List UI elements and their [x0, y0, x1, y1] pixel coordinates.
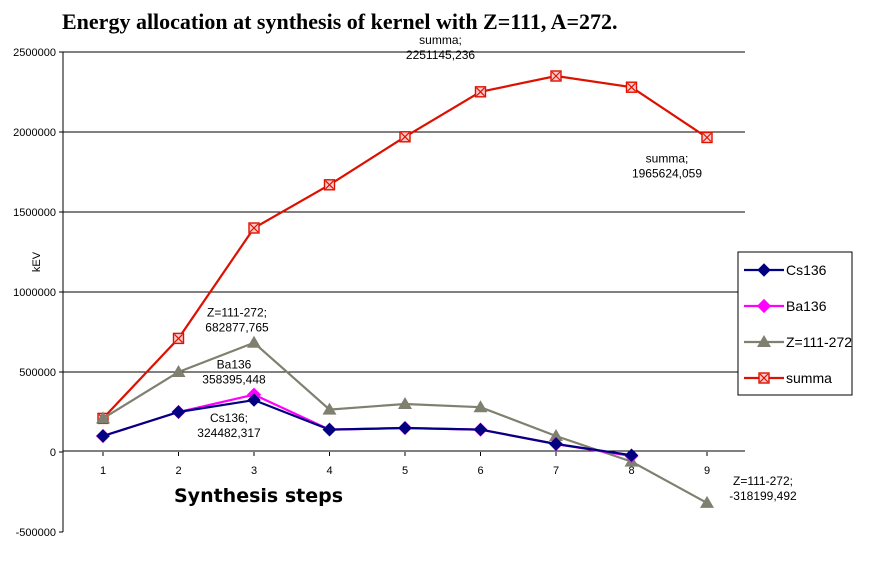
x-tick-label: 3 [251, 465, 257, 477]
legend-item-ba136: Ba136 [744, 298, 827, 314]
data-point-summa [172, 332, 185, 345]
series-line-cs136 [102, 398, 632, 457]
legend-marker-z-111-272 [757, 335, 771, 347]
data-point-z-111-272 [549, 429, 563, 441]
data-point-z-111-272 [322, 402, 337, 415]
y-tick-label: 1000000 [13, 287, 56, 299]
legend-item-z-111-272: Z=111-272 [744, 334, 852, 350]
x-tick-label: 8 [628, 465, 634, 477]
legend-label-ba136: Ba136 [786, 298, 827, 314]
data-point-summa [550, 70, 562, 82]
legend-label-cs136: Cs136 [786, 262, 827, 278]
x-tick-labels: 1 2 3 4 5 6 7 8 9 [100, 452, 710, 477]
data-point-z-111-272 [171, 365, 186, 377]
data-point-z-111-272 [398, 397, 412, 409]
x-axis-label: Synthesis steps [174, 485, 343, 507]
legend-marker-cs136 [757, 263, 771, 277]
annotation-ba-peak: Ba136 358395,448 [202, 358, 266, 387]
y-tick-label: 2500000 [13, 47, 56, 59]
annotation-cs-peak: Cs136; 324482,317 [197, 411, 261, 440]
x-tick-label: 9 [704, 465, 710, 477]
data-point-cs136 [322, 422, 337, 437]
data-point-summa [399, 131, 411, 143]
y-tick-label: 500000 [19, 367, 56, 379]
data-point-z-111-272 [96, 411, 110, 424]
data-point-z-111-272 [473, 400, 488, 413]
legend-label-summa: summa [786, 370, 832, 386]
series-cs136 [96, 393, 639, 462]
series-ba136 [95, 387, 639, 464]
legend: Cs136 Ba136 Z=111-272 summa [737, 251, 853, 396]
legend-item-summa: summa [744, 370, 832, 386]
legend-marker-summa [758, 372, 770, 384]
x-tick-label: 1 [100, 465, 106, 477]
data-point-cs136 [96, 429, 110, 443]
data-point-cs136 [247, 393, 261, 407]
annotations: summa; 2251145,236 summa; 1965624,059 Z=111-… [197, 33, 797, 503]
y-tick-label: 1500000 [13, 207, 56, 219]
series [95, 70, 714, 508]
data-point-cs136 [171, 405, 186, 419]
data-point-cs136 [549, 437, 563, 451]
data-point-summa [323, 179, 336, 191]
x-tick-label: 4 [326, 465, 332, 477]
data-point-cs136 [473, 422, 488, 437]
grid [63, 51, 745, 373]
y-tick-label: -500000 [16, 527, 56, 539]
data-point-z-111-272 [247, 335, 261, 348]
series-summa [97, 70, 713, 425]
y-tick-label: 2000000 [13, 127, 56, 139]
x-tick-label: 6 [477, 465, 483, 477]
y-axis-label: kEV [31, 251, 43, 272]
legend-box [737, 251, 853, 396]
data-point-cs136 [624, 448, 639, 462]
chart-title: Energy allocation at synthesis of kernel… [62, 9, 618, 34]
data-point-summa [474, 86, 487, 98]
data-point-cs136 [398, 421, 412, 435]
x-tick-label: 7 [553, 465, 559, 477]
annotation-z-end: Z=111-272; -318199,492 [729, 474, 797, 503]
data-point-summa [625, 81, 638, 93]
annotation-summa-peak: summa; 2251145,236 [406, 33, 476, 62]
y-tick-labels: -500000 0 500000 1000000 1500000 2000000 25000… [13, 47, 63, 539]
annotation-z-peak: Z=111-272; 682877,765 [205, 306, 269, 335]
data-point-z-111-272 [700, 495, 714, 508]
annotation-summa-end: summa; 1965624,059 [632, 152, 702, 181]
data-point-summa [248, 222, 260, 234]
x-tick-label: 5 [402, 465, 408, 477]
data-point-summa [701, 131, 713, 144]
y-tick-label: 0 [50, 447, 56, 459]
legend-label-z-111-272: Z=111-272 [786, 334, 852, 350]
legend-item-cs136: Cs136 [744, 262, 827, 278]
legend-marker-ba136 [756, 298, 772, 314]
x-tick-label: 2 [175, 465, 181, 477]
